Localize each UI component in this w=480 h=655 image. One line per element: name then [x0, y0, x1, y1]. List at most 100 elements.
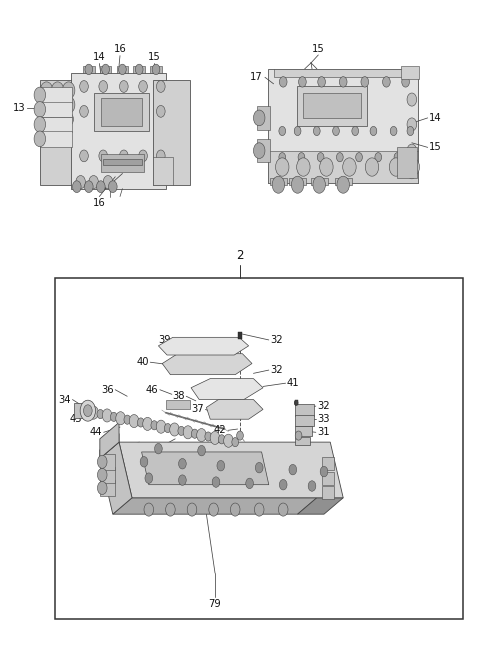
Circle shape: [102, 64, 109, 75]
Circle shape: [42, 113, 51, 126]
Circle shape: [333, 126, 339, 136]
Polygon shape: [40, 131, 72, 147]
Polygon shape: [311, 178, 328, 185]
Circle shape: [255, 462, 263, 473]
Polygon shape: [74, 403, 92, 418]
Circle shape: [119, 64, 126, 75]
Text: 15: 15: [148, 52, 161, 62]
Circle shape: [97, 455, 107, 468]
Circle shape: [205, 432, 212, 441]
Circle shape: [51, 82, 64, 99]
Polygon shape: [322, 472, 334, 485]
Circle shape: [406, 158, 420, 176]
Circle shape: [53, 126, 62, 138]
Circle shape: [179, 458, 186, 469]
Circle shape: [34, 117, 46, 132]
Circle shape: [85, 64, 93, 75]
Circle shape: [375, 153, 382, 162]
Circle shape: [253, 110, 265, 126]
Polygon shape: [153, 80, 190, 185]
Text: 31: 31: [317, 427, 329, 438]
Text: 2: 2: [236, 249, 244, 262]
Circle shape: [253, 143, 265, 159]
Text: 32: 32: [317, 401, 329, 411]
Polygon shape: [158, 337, 249, 355]
Circle shape: [383, 77, 390, 87]
Circle shape: [237, 431, 243, 440]
Circle shape: [40, 96, 53, 113]
Circle shape: [139, 81, 147, 92]
Circle shape: [97, 468, 107, 481]
Text: 38: 38: [172, 391, 185, 402]
Circle shape: [320, 158, 333, 176]
Polygon shape: [142, 452, 269, 485]
Text: 14: 14: [429, 113, 441, 123]
Circle shape: [80, 400, 96, 421]
Circle shape: [97, 481, 107, 495]
Polygon shape: [268, 69, 418, 183]
Polygon shape: [100, 480, 115, 496]
Circle shape: [365, 158, 379, 176]
Text: 37: 37: [192, 404, 204, 415]
Circle shape: [294, 126, 301, 136]
Circle shape: [34, 102, 46, 117]
Circle shape: [337, 176, 349, 193]
Polygon shape: [162, 354, 252, 375]
Circle shape: [308, 481, 316, 491]
Circle shape: [64, 113, 73, 126]
Circle shape: [187, 503, 197, 516]
Circle shape: [80, 150, 88, 162]
Text: 13: 13: [13, 103, 25, 113]
Circle shape: [145, 473, 153, 483]
Polygon shape: [113, 498, 317, 514]
Polygon shape: [397, 147, 417, 178]
Circle shape: [84, 181, 93, 193]
Circle shape: [317, 153, 324, 162]
Circle shape: [124, 415, 131, 424]
Text: 41: 41: [287, 378, 300, 388]
Circle shape: [356, 153, 362, 162]
Circle shape: [279, 479, 287, 490]
Bar: [295, 437, 310, 445]
Polygon shape: [100, 454, 115, 470]
Circle shape: [34, 87, 46, 103]
Polygon shape: [268, 151, 418, 183]
Circle shape: [99, 150, 108, 162]
Circle shape: [276, 158, 289, 176]
Text: 36: 36: [101, 384, 114, 395]
Circle shape: [143, 417, 152, 430]
Bar: [238, 332, 242, 339]
Circle shape: [313, 176, 325, 193]
Polygon shape: [401, 66, 419, 79]
Bar: [133, 66, 145, 73]
Circle shape: [370, 126, 377, 136]
Text: 35: 35: [144, 443, 156, 454]
Text: 39: 39: [158, 335, 170, 345]
Circle shape: [336, 153, 343, 162]
Bar: [295, 426, 312, 436]
Circle shape: [156, 420, 166, 433]
Polygon shape: [40, 87, 72, 103]
Circle shape: [62, 96, 75, 113]
Polygon shape: [298, 498, 343, 514]
Text: 46: 46: [146, 384, 158, 395]
Polygon shape: [100, 422, 119, 458]
Circle shape: [295, 431, 302, 440]
Polygon shape: [206, 400, 263, 419]
Bar: [83, 66, 95, 73]
Circle shape: [390, 126, 397, 136]
Circle shape: [156, 150, 165, 162]
Circle shape: [108, 181, 117, 193]
Polygon shape: [71, 73, 166, 189]
Circle shape: [89, 176, 98, 189]
Text: 34: 34: [59, 394, 71, 405]
Polygon shape: [119, 442, 343, 498]
Circle shape: [152, 64, 160, 75]
Circle shape: [407, 118, 417, 131]
Circle shape: [144, 503, 154, 516]
Circle shape: [320, 466, 328, 477]
Polygon shape: [191, 379, 263, 400]
Circle shape: [407, 93, 417, 106]
Circle shape: [80, 105, 88, 117]
Circle shape: [166, 503, 175, 516]
